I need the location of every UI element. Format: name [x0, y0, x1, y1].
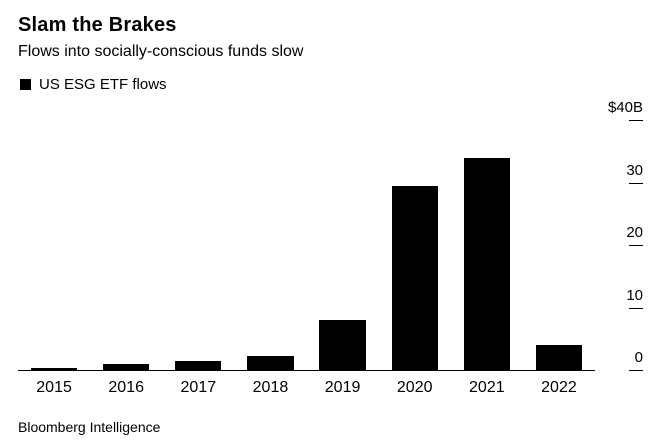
legend-swatch-icon [20, 78, 31, 90]
y-tick-mark [629, 245, 643, 246]
bar [463, 157, 510, 370]
bar-slot [307, 120, 379, 370]
bar-chart: $40B 30 20 10 0 [18, 99, 647, 371]
y-tick: 30 [626, 162, 643, 184]
y-tick-mark [629, 120, 643, 121]
chart-legend: US ESG ETF flows [18, 74, 647, 94]
x-axis-label: 2016 [108, 379, 144, 396]
bar-slot [451, 120, 523, 370]
y-tick: 0 [629, 349, 643, 371]
bar [319, 320, 366, 370]
bar-slot [162, 120, 234, 370]
x-axis-labels: 2015 2016 2017 2018 2019 2020 2021 2022 [18, 379, 595, 397]
bar [247, 356, 294, 370]
x-axis-label: 2019 [324, 379, 361, 396]
bar-slot [18, 120, 90, 370]
y-tick-mark [629, 307, 643, 309]
x-axis-spacer [595, 379, 647, 397]
y-tick-label: $40B [607, 99, 643, 116]
bar-slot [379, 120, 451, 370]
bar [535, 345, 583, 370]
bar [391, 185, 438, 370]
x-axis-label: 2022 [541, 379, 577, 396]
y-tick-label: 10 [626, 286, 643, 304]
y-tick: $40B [608, 99, 643, 121]
x-axis: 2015 2016 2017 2018 2019 2020 2021 2022 [18, 379, 647, 397]
y-tick-label: 30 [626, 161, 643, 179]
plot-area [18, 120, 595, 371]
bar-slot [234, 120, 306, 370]
bar-slot [90, 120, 162, 370]
chart-subtitle: Flows into socially-conscious funds slow [18, 43, 304, 60]
y-axis: $40B 30 20 10 0 [595, 99, 647, 371]
y-tick-label: 20 [626, 224, 643, 241]
page-title: Slam the Brakes [18, 14, 177, 36]
y-tick-mark [629, 182, 643, 184]
y-tick-label: 0 [634, 349, 643, 366]
legend-label: US ESG ETF flows [39, 75, 167, 93]
x-axis-label: 2015 [36, 379, 72, 396]
y-tick-mark [629, 370, 643, 371]
bar [30, 368, 78, 370]
bar-slot [523, 120, 595, 370]
y-tick: 10 [626, 287, 643, 309]
x-axis-label: 2020 [396, 379, 433, 396]
x-axis-label: 2017 [180, 379, 217, 396]
bar [175, 360, 222, 370]
x-axis-label: 2018 [252, 379, 289, 396]
x-axis-label: 2021 [469, 379, 505, 396]
source-text: Bloomberg Intelligence [18, 419, 161, 435]
bar [103, 363, 150, 370]
y-tick: 20 [626, 224, 643, 246]
